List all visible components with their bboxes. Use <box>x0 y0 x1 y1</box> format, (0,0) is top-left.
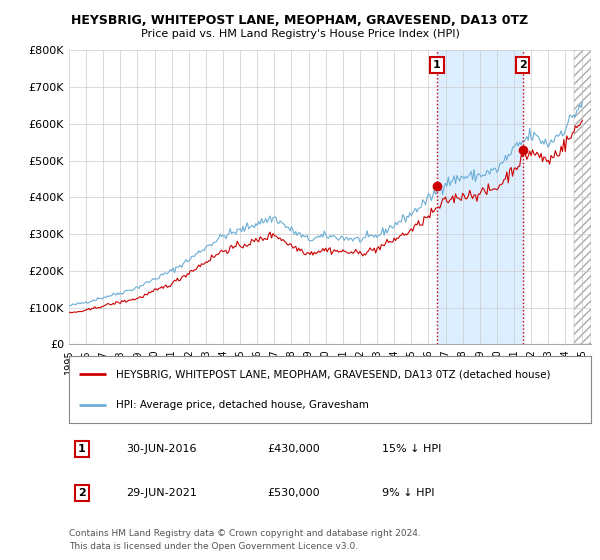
Bar <box>574 50 591 344</box>
Bar <box>574 50 591 344</box>
Text: £430,000: £430,000 <box>268 444 320 454</box>
Text: 2: 2 <box>518 60 526 70</box>
Text: 9% ↓ HPI: 9% ↓ HPI <box>382 488 434 498</box>
Text: This data is licensed under the Open Government Licence v3.0.: This data is licensed under the Open Gov… <box>69 542 358 551</box>
Text: 1: 1 <box>433 60 441 70</box>
Text: 1: 1 <box>78 444 86 454</box>
Text: HPI: Average price, detached house, Gravesham: HPI: Average price, detached house, Grav… <box>116 400 369 410</box>
Text: 29-JUN-2021: 29-JUN-2021 <box>127 488 197 498</box>
Bar <box>437 50 523 344</box>
Text: 30-JUN-2016: 30-JUN-2016 <box>127 444 197 454</box>
Text: 15% ↓ HPI: 15% ↓ HPI <box>382 444 442 454</box>
Text: Contains HM Land Registry data © Crown copyright and database right 2024.: Contains HM Land Registry data © Crown c… <box>69 529 421 538</box>
Text: £530,000: £530,000 <box>268 488 320 498</box>
Text: 2: 2 <box>78 488 86 498</box>
Text: Price paid vs. HM Land Registry's House Price Index (HPI): Price paid vs. HM Land Registry's House … <box>140 29 460 39</box>
Text: HEYSBRIG, WHITEPOST LANE, MEOPHAM, GRAVESEND, DA13 0TZ (detached house): HEYSBRIG, WHITEPOST LANE, MEOPHAM, GRAVE… <box>116 370 550 380</box>
Text: HEYSBRIG, WHITEPOST LANE, MEOPHAM, GRAVESEND, DA13 0TZ: HEYSBRIG, WHITEPOST LANE, MEOPHAM, GRAVE… <box>71 14 529 27</box>
